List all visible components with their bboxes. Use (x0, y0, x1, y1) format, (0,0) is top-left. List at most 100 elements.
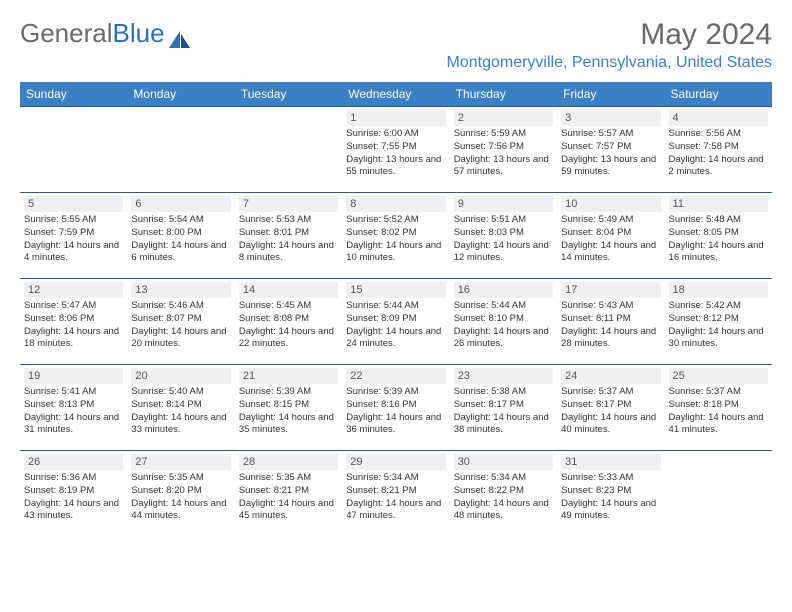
day-header: Saturday (665, 82, 772, 107)
sunrise-text: Sunrise: 5:57 AM (561, 128, 660, 141)
daylight-text: Daylight: 14 hours and 18 minutes. (24, 326, 123, 352)
daylight-text: Daylight: 14 hours and 20 minutes. (131, 326, 230, 352)
day-info: Sunrise: 5:35 AMSunset: 8:20 PMDaylight:… (131, 472, 230, 523)
day-info: Sunrise: 5:55 AMSunset: 7:59 PMDaylight:… (24, 214, 123, 265)
calendar-cell: 24Sunrise: 5:37 AMSunset: 8:17 PMDayligh… (557, 365, 664, 451)
sunrise-text: Sunrise: 5:38 AM (454, 386, 553, 399)
daylight-text: Daylight: 13 hours and 59 minutes. (561, 154, 660, 180)
calendar-cell: 28Sunrise: 5:35 AMSunset: 8:21 PMDayligh… (235, 451, 342, 537)
calendar-cell: 5 Sunrise: 5:55 AMSunset: 7:59 PMDaylight… (20, 193, 127, 279)
calendar-cell: 29Sunrise: 5:34 AMSunset: 8:21 PMDayligh… (342, 451, 449, 537)
day-number: 26 (24, 454, 123, 470)
day-info: Sunrise: 5:34 AMSunset: 8:21 PMDaylight:… (346, 472, 445, 523)
day-info: Sunrise: 5:33 AMSunset: 8:23 PMDaylight:… (561, 472, 660, 523)
calendar-cell: 14Sunrise: 5:45 AMSunset: 8:08 PMDayligh… (235, 279, 342, 365)
day-header: Monday (127, 82, 234, 107)
calendar-cell: 13Sunrise: 5:46 AMSunset: 8:07 PMDayligh… (127, 279, 234, 365)
day-number: 16 (454, 282, 553, 298)
sunrise-text: Sunrise: 5:52 AM (346, 214, 445, 227)
daylight-text: Daylight: 13 hours and 57 minutes. (454, 154, 553, 180)
sunset-text: Sunset: 8:09 PM (346, 313, 445, 326)
daylight-text: Daylight: 14 hours and 24 minutes. (346, 326, 445, 352)
sunset-text: Sunset: 8:02 PM (346, 227, 445, 240)
day-number: 7 (239, 196, 338, 212)
sunset-text: Sunset: 8:17 PM (561, 399, 660, 412)
day-number: 30 (454, 454, 553, 470)
daylight-text: Daylight: 14 hours and 49 minutes. (561, 498, 660, 524)
sunrise-text: Sunrise: 6:00 AM (346, 128, 445, 141)
sunset-text: Sunset: 8:23 PM (561, 485, 660, 498)
day-number: 5 (24, 196, 123, 212)
sunset-text: Sunset: 8:21 PM (346, 485, 445, 498)
day-number: 6 (131, 196, 230, 212)
daylight-text: Daylight: 14 hours and 45 minutes. (239, 498, 338, 524)
sunrise-text: Sunrise: 5:59 AM (454, 128, 553, 141)
sunset-text: Sunset: 8:16 PM (346, 399, 445, 412)
calendar-cell: 7Sunrise: 5:53 AMSunset: 8:01 PMDaylight… (235, 193, 342, 279)
day-header: Thursday (450, 82, 557, 107)
daylight-text: Daylight: 14 hours and 41 minutes. (669, 412, 768, 438)
calendar-cell: 21 Sunrise: 5:39 AMSunset: 8:15 PMDayligh… (235, 365, 342, 451)
calendar-cell: 1Sunrise: 6:00 AMSunset: 7:55 PMDaylight… (342, 107, 449, 193)
sunset-text: Sunset: 8:04 PM (561, 227, 660, 240)
day-number: 8 (346, 196, 445, 212)
sunset-text: Sunset: 7:59 PM (24, 227, 123, 240)
sunrise-text: Sunrise: 5:45 AM (239, 300, 338, 313)
calendar-cell: 20Sunrise: 5:40 AMSunset: 8:14 PMDayligh… (127, 365, 234, 451)
day-info: Sunrise: 5:57 AMSunset: 7:57 PMDaylight:… (561, 128, 660, 179)
sunset-text: Sunset: 8:18 PM (669, 399, 768, 412)
sunset-text: Sunset: 8:17 PM (454, 399, 553, 412)
daylight-text: Daylight: 14 hours and 6 minutes. (131, 240, 230, 266)
sunrise-text: Sunrise: 5:53 AM (239, 214, 338, 227)
logo-sail-icon (169, 25, 191, 43)
calendar-cell (20, 107, 127, 193)
day-number: 14 (239, 282, 338, 298)
day-number: 31 (561, 454, 660, 470)
sunrise-text: Sunrise: 5:40 AM (131, 386, 230, 399)
day-info: Sunrise: 5:49 AMSunset: 8:04 PMDaylight:… (561, 214, 660, 265)
day-info: Sunrise: 5:41 AMSunset: 8:13 PMDaylight:… (24, 386, 123, 437)
daylight-text: Daylight: 14 hours and 26 minutes. (454, 326, 553, 352)
daylight-text: Daylight: 14 hours and 12 minutes. (454, 240, 553, 266)
daylight-text: Daylight: 14 hours and 16 minutes. (669, 240, 768, 266)
sunrise-text: Sunrise: 5:51 AM (454, 214, 553, 227)
day-number: 2 (454, 110, 553, 126)
brand-logo: GeneralBlue (20, 18, 191, 49)
sunrise-text: Sunrise: 5:49 AM (561, 214, 660, 227)
sunrise-text: Sunrise: 5:34 AM (346, 472, 445, 485)
sunrise-text: Sunrise: 5:35 AM (239, 472, 338, 485)
day-number: 9 (454, 196, 553, 212)
sunrise-text: Sunrise: 5:35 AM (131, 472, 230, 485)
day-info: Sunrise: 5:37 AMSunset: 8:17 PMDaylight:… (561, 386, 660, 437)
day-info: Sunrise: 5:39 AMSunset: 8:15 PMDaylight:… (239, 386, 338, 437)
sunrise-text: Sunrise: 5:37 AM (669, 386, 768, 399)
sunrise-text: Sunrise: 5:41 AM (24, 386, 123, 399)
sunset-text: Sunset: 7:57 PM (561, 141, 660, 154)
day-number: 10 (561, 196, 660, 212)
calendar-cell: 19Sunrise: 5:41 AMSunset: 8:13 PMDayligh… (20, 365, 127, 451)
calendar-row: 5 Sunrise: 5:55 AMSunset: 7:59 PMDaylight… (20, 193, 772, 279)
calendar-cell: 27 Sunrise: 5:35 AMSunset: 8:20 PMDayligh… (127, 451, 234, 537)
day-info: Sunrise: 5:43 AMSunset: 8:11 PMDaylight:… (561, 300, 660, 351)
daylight-text: Daylight: 14 hours and 40 minutes. (561, 412, 660, 438)
sunrise-text: Sunrise: 5:44 AM (346, 300, 445, 313)
calendar-cell: 2Sunrise: 5:59 AMSunset: 7:56 PMDaylight… (450, 107, 557, 193)
day-number: 21 (239, 368, 338, 384)
sunset-text: Sunset: 8:01 PM (239, 227, 338, 240)
day-number: 27 (131, 454, 230, 470)
sunrise-text: Sunrise: 5:39 AM (239, 386, 338, 399)
daylight-text: Daylight: 14 hours and 14 minutes. (561, 240, 660, 266)
calendar-cell: 17Sunrise: 5:43 AMSunset: 8:11 PMDayligh… (557, 279, 664, 365)
day-info: Sunrise: 5:46 AMSunset: 8:07 PMDaylight:… (131, 300, 230, 351)
daylight-text: Daylight: 14 hours and 48 minutes. (454, 498, 553, 524)
daylight-text: Daylight: 14 hours and 36 minutes. (346, 412, 445, 438)
daylight-text: Daylight: 14 hours and 38 minutes. (454, 412, 553, 438)
day-info: Sunrise: 5:37 AMSunset: 8:18 PMDaylight:… (669, 386, 768, 437)
daylight-text: Daylight: 14 hours and 33 minutes. (131, 412, 230, 438)
sunset-text: Sunset: 7:55 PM (346, 141, 445, 154)
day-number: 20 (131, 368, 230, 384)
calendar-cell: 6Sunrise: 5:54 AMSunset: 8:00 PMDaylight… (127, 193, 234, 279)
day-header: Friday (557, 82, 664, 107)
calendar-cell: 3Sunrise: 5:57 AMSunset: 7:57 PMDaylight… (557, 107, 664, 193)
calendar-row: 12Sunrise: 5:47 AMSunset: 8:06 PMDayligh… (20, 279, 772, 365)
